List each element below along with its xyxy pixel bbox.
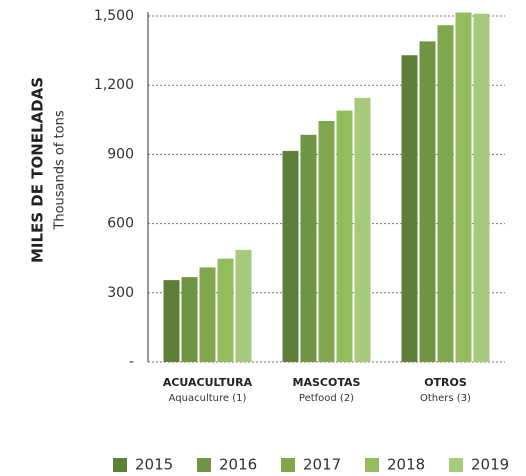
legend-label: 2019 — [471, 456, 509, 474]
y-tick-label: 1,200 — [94, 77, 134, 93]
bar — [282, 150, 299, 362]
bar — [181, 277, 198, 362]
legend-swatch — [281, 458, 295, 472]
x-tick-label: ACUACULTURA — [163, 376, 253, 389]
bar — [401, 55, 418, 363]
bar — [419, 41, 436, 363]
legend-swatch — [197, 458, 211, 472]
bar — [318, 120, 335, 362]
x-tick-sublabel: Others (3) — [420, 393, 471, 404]
legend-swatch — [365, 458, 379, 472]
bar — [455, 12, 472, 362]
x-tick-sublabel: Petfood (2) — [299, 393, 354, 404]
legend-label: 2018 — [387, 456, 425, 474]
x-tick-label: OTROS — [424, 376, 467, 389]
y-axis-subtitle: Thousands of tons — [53, 110, 68, 230]
legend-label: 2017 — [303, 456, 341, 474]
legend-label: 2016 — [219, 456, 257, 474]
bar — [336, 110, 353, 362]
bar — [235, 249, 252, 362]
x-tick-label: MASCOTAS — [293, 376, 361, 389]
bar — [163, 280, 180, 362]
bar — [473, 13, 490, 363]
y-tick-label: 300 — [107, 285, 134, 301]
y-tick-label: 1,500 — [94, 8, 134, 24]
bar — [217, 258, 234, 362]
bar — [437, 25, 454, 363]
legend-label: 2015 — [135, 456, 173, 474]
x-tick-sublabel: Aquaculture (1) — [169, 393, 247, 404]
legend-swatch — [113, 458, 127, 472]
bar — [300, 134, 317, 362]
bar — [199, 267, 216, 362]
legend-swatch — [449, 458, 463, 472]
y-tick-label: 900 — [107, 146, 134, 162]
y-tick-label: - — [129, 354, 134, 370]
bar — [354, 97, 371, 363]
y-axis-title: MILES DE TONELADAS — [29, 77, 47, 263]
y-tick-label: 600 — [107, 216, 134, 232]
